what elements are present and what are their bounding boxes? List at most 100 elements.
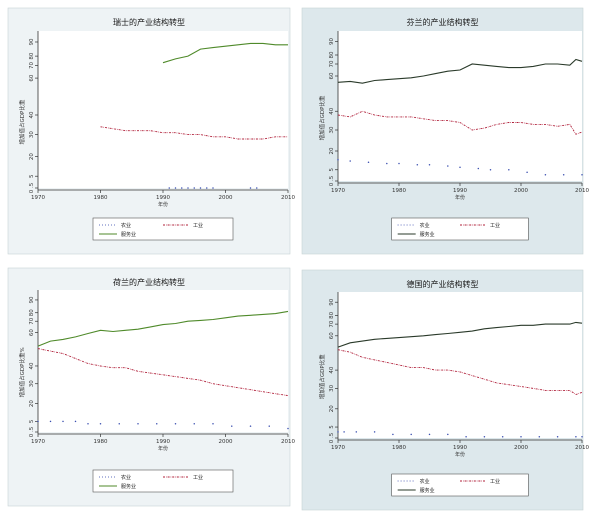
agriculture-point	[581, 436, 583, 438]
x-tick-label: 2000	[219, 195, 233, 201]
y-tick-label: 90	[29, 38, 35, 45]
legend-label-services: 服务业	[121, 483, 136, 490]
y-tick-label: 60	[29, 74, 35, 81]
y-tick-label: 60	[329, 332, 335, 339]
y-axis-title: 增加值占GDP比重	[18, 99, 26, 144]
y-tick-label: 60	[329, 72, 335, 79]
y-tick-label: 30	[29, 380, 35, 387]
legend-label-services: 服务业	[420, 231, 435, 238]
legend-box	[92, 217, 234, 241]
y-tick-label: 40	[29, 362, 35, 369]
chart-panel-1: 瑞士的产业结构转型 0 .5 5 20 30 40 60 70 80 90 1970 1980 1990…	[7, 7, 295, 255]
legend-label-industry: 工业	[193, 222, 203, 229]
agriculture-point	[447, 165, 449, 167]
agriculture-point	[355, 431, 358, 433]
y-tick-label: 20	[29, 400, 35, 407]
agriculture-point	[256, 187, 258, 189]
agriculture-point	[37, 420, 39, 423]
y-tick-label: 90	[329, 38, 335, 45]
legend-label-industry: 工业	[193, 474, 203, 481]
x-tick-label: 1990	[156, 195, 170, 201]
agriculture-point	[287, 427, 289, 430]
agriculture-point	[212, 187, 214, 189]
x-tick-label: 2010	[575, 445, 589, 451]
agriculture-point	[193, 187, 195, 189]
agriculture-point	[526, 171, 528, 173]
agriculture-point	[118, 422, 120, 425]
services-series-line	[162, 42, 288, 64]
y-tick-label: 30	[329, 126, 335, 133]
agriculture-point	[544, 174, 547, 176]
legend-label-agriculture: 农业	[420, 222, 430, 229]
agriculture-point	[459, 166, 461, 168]
x-tick-label: 1980	[392, 445, 406, 451]
chart-title: 芬兰的产业结构转型	[407, 17, 479, 27]
x-tick-label: 2010	[281, 439, 295, 445]
y-tick-label: 80	[329, 311, 335, 318]
x-axis-title: 年份	[455, 451, 465, 458]
agriculture-point	[392, 433, 394, 436]
industry-series-line	[337, 110, 583, 135]
y-tick-label: 20	[29, 153, 35, 160]
agriculture-point	[156, 422, 158, 425]
agriculture-point	[373, 431, 376, 433]
agriculture-point	[99, 422, 102, 425]
plot-area	[38, 31, 288, 188]
y-tick-label: 5	[29, 174, 35, 178]
agriculture-point	[349, 160, 351, 162]
services-series-line	[37, 310, 289, 347]
chart-title: 德国的产业结构转型	[407, 279, 479, 289]
x-tick-label: 1980	[94, 439, 108, 445]
services-series-line	[337, 58, 583, 84]
y-axis-title: 增加值占GDP比重%	[18, 347, 26, 397]
plot-area	[338, 31, 582, 181]
x-tick-label: 1970	[331, 188, 345, 194]
x-tick-label: 2010	[281, 195, 295, 201]
agriculture-point	[489, 169, 492, 171]
agriculture-point	[181, 187, 183, 189]
x-tick-label: 1980	[94, 195, 108, 201]
x-tick-label: 1990	[453, 445, 467, 451]
agriculture-point	[428, 433, 431, 436]
x-tick-label: 1970	[31, 195, 45, 201]
legend-label-services: 服务业	[121, 231, 136, 238]
y-tick-label: 0 .5	[29, 426, 35, 437]
chart-title: 瑞士的产业结构转型	[113, 17, 185, 27]
agriculture-point	[538, 436, 541, 438]
y-tick-label: 5	[29, 419, 35, 423]
agriculture-point	[337, 431, 339, 433]
legend-label-services: 服务业	[420, 487, 435, 494]
agriculture-point	[483, 436, 486, 438]
agriculture-point	[87, 422, 89, 425]
agriculture-point	[199, 187, 202, 189]
y-tick-label: 80	[29, 52, 35, 59]
x-axis-title: 年份	[158, 201, 168, 208]
agriculture-point	[416, 164, 419, 166]
legend-label-industry: 工业	[490, 478, 500, 485]
agriculture-point	[137, 422, 139, 425]
y-tick-label: 40	[329, 107, 335, 114]
legend-label-agriculture: 农业	[121, 222, 131, 229]
y-tick-label: 30	[29, 131, 35, 138]
y-tick-label: 5	[329, 168, 335, 172]
y-tick-label: 80	[329, 51, 335, 58]
chart-title: 荷兰的产业结构转型	[113, 277, 185, 287]
agriculture-point	[447, 433, 449, 436]
legend-label-industry: 工业	[490, 222, 500, 229]
agriculture-point	[386, 162, 388, 165]
y-tick-label: 70	[29, 62, 35, 69]
agriculture-point	[465, 436, 467, 438]
agriculture-point	[174, 422, 177, 425]
agriculture-point	[410, 433, 412, 436]
agriculture-point	[343, 431, 345, 433]
agriculture-point	[62, 420, 64, 423]
legend-label-agriculture: 农业	[121, 474, 131, 481]
y-tick-label: 20	[329, 405, 335, 412]
agriculture-point	[337, 159, 339, 161]
agriculture-point	[74, 420, 77, 423]
agriculture-point	[212, 422, 214, 425]
agriculture-point	[231, 425, 233, 427]
agriculture-point	[477, 167, 480, 170]
